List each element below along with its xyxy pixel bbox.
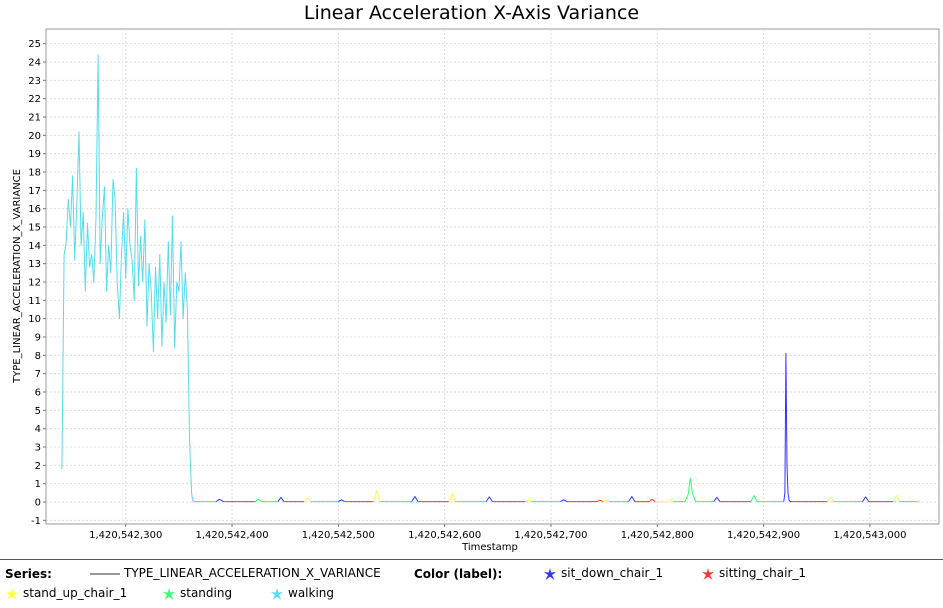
y-tick-label: 14 — [28, 241, 41, 252]
y-tick-label: 4 — [35, 424, 41, 435]
y-axis-label: TYPE_LINEAR_ACCELERATION_X_VARIANCE — [12, 169, 23, 384]
y-tick-label: 10 — [28, 314, 41, 325]
series-segment-sit_down_chair_1 — [338, 499, 345, 503]
series-segment-sit_down_chair_1 — [628, 496, 636, 502]
legend-series-name: TYPE_LINEAR_ACCELERATION_X_VARIANCE — [124, 566, 381, 580]
x-tick-label: 1,420,542,400 — [195, 530, 268, 541]
x-tick-label: 1,420,542,700 — [514, 530, 587, 541]
y-axis-ticks: -101234567891011121314151617181920212223… — [28, 39, 46, 527]
legend-series-entry: TYPE_LINEAR_ACCELERATION_X_VARIANCE — [90, 566, 381, 580]
series-segment-standing — [673, 477, 714, 503]
legend-label: sit_down_chair_1 — [561, 566, 664, 580]
legend-swatch-icon — [702, 567, 714, 580]
series-segment-sitting_chair_1 — [635, 498, 656, 503]
y-tick-label: 8 — [35, 351, 41, 362]
plot-area-background — [45, 28, 940, 525]
series-segment-sit_down_chair_1 — [560, 499, 568, 503]
y-tick-label: 20 — [28, 131, 41, 142]
y-tick-label: 24 — [28, 58, 41, 69]
y-tick-label: 1 — [35, 479, 41, 490]
y-tick-label: 3 — [35, 443, 41, 454]
x-tick-label: 1,420,542,300 — [89, 530, 162, 541]
y-tick-label: 25 — [28, 39, 41, 50]
y-tick-label: 18 — [28, 168, 41, 179]
legend-item-stand_up_chair_1: stand_up_chair_1 — [5, 586, 127, 601]
series-segment-stand_up_chair_1 — [892, 495, 901, 502]
y-tick-label: 12 — [28, 278, 41, 289]
legend-label: stand_up_chair_1 — [23, 586, 128, 600]
legend-label: sitting_chair_1 — [719, 566, 807, 580]
x-tick-label: 1,420,542,900 — [727, 530, 800, 541]
y-tick-label: 16 — [28, 204, 41, 215]
chart-title: Linear Acceleration X-Axis Variance — [303, 2, 640, 24]
legend-swatch-icon — [6, 587, 18, 600]
legend: Series: TYPE_LINEAR_ACCELERATION_X_VARIA… — [0, 559, 943, 608]
legend-swatch-icon — [271, 587, 283, 600]
series-segment-stand_up_chair_1 — [827, 496, 835, 502]
y-tick-label: 7 — [35, 369, 41, 380]
y-tick-label: 22 — [28, 94, 41, 105]
series-segment-stand_up_chair_1 — [448, 493, 456, 502]
legend-item-walking: walking — [270, 586, 334, 601]
grid-lines — [46, 29, 939, 524]
y-tick-label: 6 — [35, 388, 41, 399]
y-tick-label: 11 — [28, 296, 41, 307]
series-segment-sit_down_chair_1 — [411, 496, 419, 502]
series-segment-walking — [61, 54, 195, 502]
x-axis-label: Timestamp — [461, 542, 518, 553]
legend-swatch-icon — [544, 567, 556, 580]
y-tick-label: 5 — [35, 406, 41, 417]
series-segment-stand_up_chair_1 — [655, 498, 674, 503]
legend-series-line-swatch — [90, 572, 120, 575]
x-tick-label: 1,420,542,600 — [408, 530, 481, 541]
legend-item-sit_down_chair_1: sit_down_chair_1 — [543, 566, 663, 581]
x-tick-label: 1,420,542,800 — [621, 530, 694, 541]
series-segment-sit_down_chair_1 — [783, 353, 792, 503]
series-segment-stand_up_chair_1 — [303, 497, 312, 502]
series-segment-sitting_chair_1 — [566, 499, 604, 503]
legend-swatch-icon — [163, 587, 175, 600]
series-segment-sit_down_chair_1 — [713, 496, 721, 502]
x-tick-label: 1,420,542,500 — [302, 530, 375, 541]
series-segment-stand_up_chair_1 — [525, 499, 533, 503]
x-tick-label: 1,420,543,000 — [833, 530, 906, 541]
series-segment-sit_down_chair_1 — [277, 496, 285, 502]
x-axis-ticks: 1,420,542,300 1,420,542,400 1,420,542,500 1… — [89, 524, 906, 541]
y-tick-label: 23 — [28, 76, 41, 87]
y-tick-label: 13 — [28, 259, 41, 270]
series-segment-stand_up_chair_1 — [602, 499, 610, 503]
y-tick-label: 0 — [35, 498, 41, 509]
legend-item-standing: standing — [162, 586, 232, 601]
series-segment-sit_down_chair_1 — [215, 498, 224, 503]
chart-plot: -101234567891011121314151617181920212223… — [12, 28, 940, 553]
series-segment-stand_up_chair_1 — [372, 490, 381, 502]
y-tick-label: 21 — [28, 113, 41, 124]
y-tick-label: -1 — [31, 516, 41, 527]
legend-color-heading: Color (label): — [414, 567, 503, 581]
series-lines — [61, 54, 918, 503]
legend-label: walking — [288, 586, 335, 600]
y-tick-label: 17 — [28, 186, 41, 197]
legend-item-sitting_chair_1: sitting_chair_1 — [701, 566, 806, 581]
series-segment-sit_down_chair_1 — [862, 496, 870, 502]
legend-series-heading: Series: — [5, 567, 52, 581]
series-segment-sit_down_chair_1 — [485, 496, 493, 502]
legend-label: standing — [180, 586, 233, 600]
series-segment-standing — [255, 498, 278, 503]
y-tick-label: 19 — [28, 149, 41, 160]
y-tick-label: 2 — [35, 461, 41, 472]
series-segment-standing — [750, 495, 784, 503]
y-tick-label: 15 — [28, 223, 41, 234]
y-tick-label: 9 — [35, 333, 41, 344]
